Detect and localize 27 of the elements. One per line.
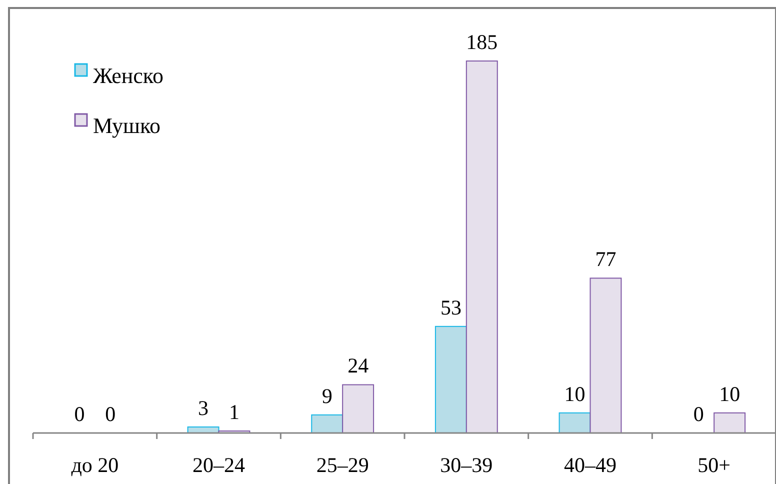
x-tick-label: до 20 (71, 453, 119, 477)
data-label: 1 (228, 400, 240, 424)
data-label: 0 (693, 402, 704, 426)
bar (466, 60, 498, 434)
data-label: 0 (74, 402, 85, 426)
bar (714, 412, 746, 434)
data-label: 9 (322, 384, 332, 408)
x-tick-label: 50+ (698, 453, 731, 477)
data-label: 24 (348, 354, 370, 378)
data-label: 0 (105, 402, 116, 426)
legend-label: Женско (93, 63, 164, 88)
data-label: 185 (466, 30, 498, 54)
data-label: 10 (719, 382, 740, 406)
bar (558, 412, 591, 434)
data-label: 10 (564, 382, 586, 406)
data-label: 53 (440, 295, 462, 320)
data-label: 3 (198, 396, 209, 420)
x-tick-label: 30–39 (440, 453, 493, 477)
x-tick-label: 40–49 (564, 453, 616, 477)
x-tick-label: 20–24 (192, 453, 246, 477)
x-tick-label: 25–29 (316, 453, 369, 477)
bar (434, 326, 467, 434)
bar (311, 414, 344, 434)
legend-label: Мушко (93, 113, 161, 138)
bar (590, 278, 622, 434)
bar (342, 384, 374, 434)
data-label: 77 (595, 247, 616, 272)
